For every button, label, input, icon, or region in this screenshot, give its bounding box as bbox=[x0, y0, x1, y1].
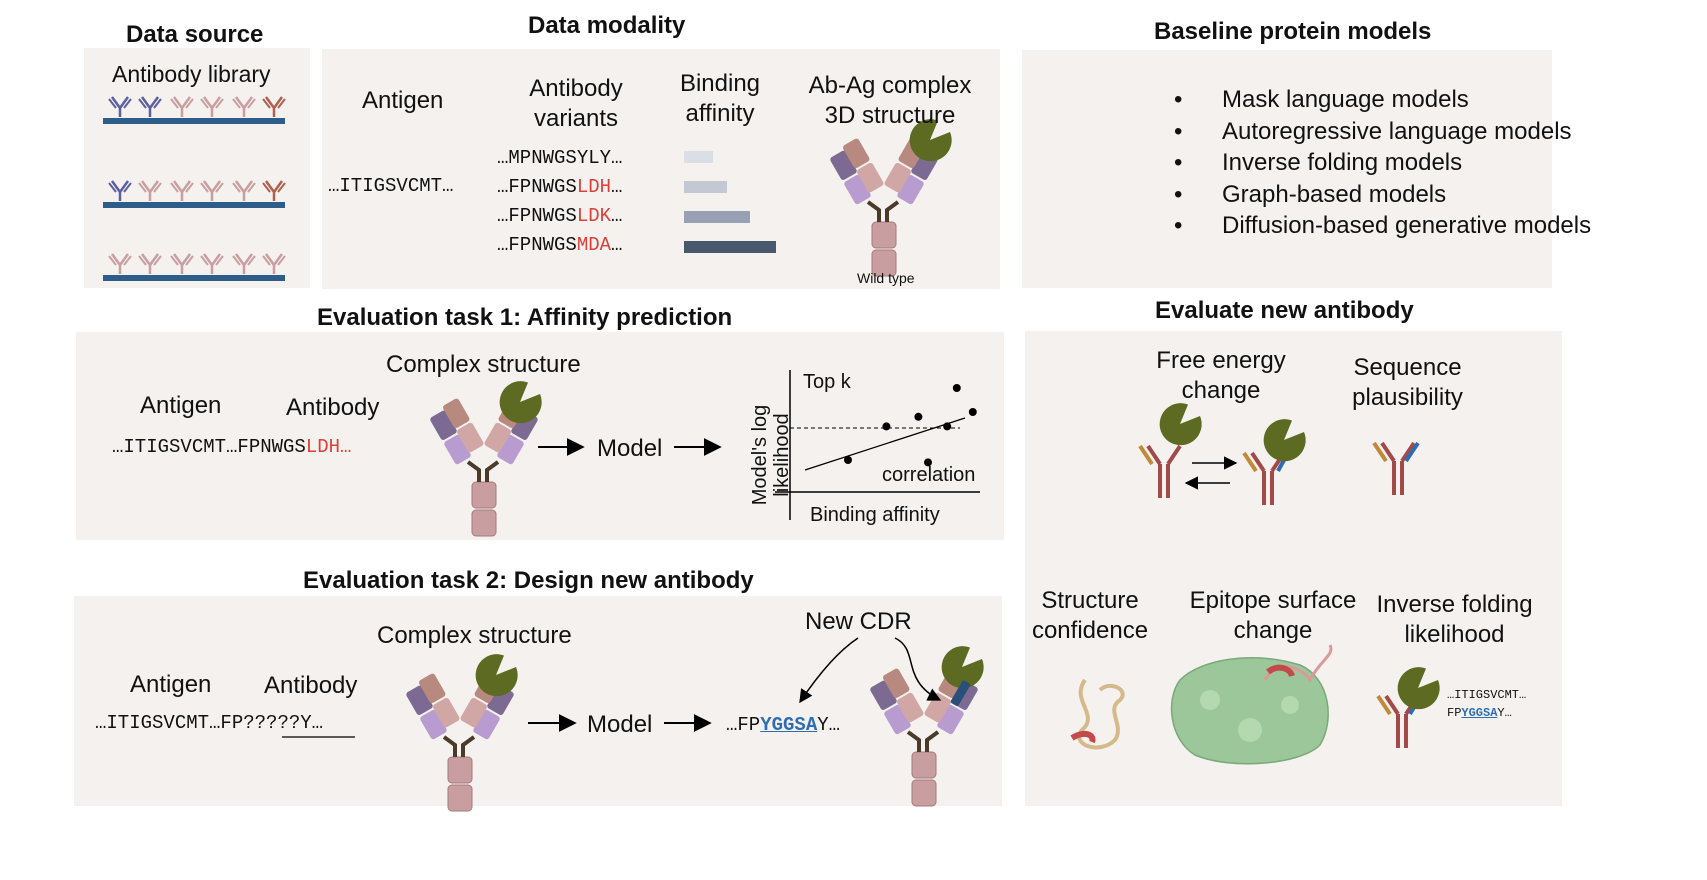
likelihood-scatter-plot bbox=[775, 370, 980, 520]
affinity-bar bbox=[684, 211, 750, 223]
data-modality-title: Data modality bbox=[528, 12, 686, 39]
scatter-point bbox=[924, 458, 932, 467]
antigen-header: Antigen bbox=[362, 87, 444, 114]
plot-correlation: correlation bbox=[882, 464, 976, 486]
task1-sequence: …ITIGSVCMT…FPNWGSLDH… bbox=[112, 436, 352, 458]
model-item: Inverse folding models bbox=[1170, 149, 1591, 181]
structure-confidence-label: Structure confidence bbox=[1031, 587, 1149, 644]
antibody-library-label: Antibody library bbox=[112, 61, 271, 87]
task2-model-label: Model bbox=[587, 711, 653, 738]
baseline-model-list: Mask language models Autoregressive lang… bbox=[1170, 86, 1591, 244]
data-source-panel bbox=[84, 48, 310, 288]
plausibility-label: Sequence plausibility bbox=[1352, 354, 1463, 411]
data-source-title: Data source bbox=[126, 21, 264, 48]
variant-2: …FPNWGSLDH… bbox=[497, 176, 623, 198]
task1-title: Evaluation task 1: Affinity prediction bbox=[317, 304, 733, 331]
task1-panel bbox=[76, 332, 1004, 540]
task1-complex-label: Complex structure bbox=[386, 351, 581, 378]
task2-antibody-label: Antibody bbox=[264, 672, 358, 699]
designed-sequence: …FPYGGSAY… bbox=[726, 714, 841, 736]
antigen-sequence: …ITIGSVCMT… bbox=[328, 175, 454, 197]
inverse-folding-illustration bbox=[1376, 667, 1440, 750]
plot-topk: Top k bbox=[803, 371, 851, 393]
task2-panel bbox=[74, 596, 1002, 806]
scatter-point bbox=[968, 408, 977, 416]
epitope-surface-illustration bbox=[1170, 644, 1333, 765]
scatter-point bbox=[844, 456, 852, 464]
task2-antigen-label: Antigen bbox=[130, 671, 212, 698]
baseline-title: Baseline protein models bbox=[1154, 18, 1432, 45]
epitope-label: Epitope surface change bbox=[1189, 587, 1357, 644]
scatter-point bbox=[943, 422, 952, 431]
antibody-library-illustration bbox=[103, 95, 287, 281]
variant-3: …FPNWGSLDK… bbox=[497, 205, 623, 227]
affinity-bar bbox=[684, 181, 727, 193]
evaluate-title: Evaluate new antibody bbox=[1155, 297, 1414, 324]
task1-antigen-label: Antigen bbox=[140, 392, 222, 419]
affinity-bar bbox=[684, 151, 713, 163]
model-item: Diffusion-based generative models bbox=[1170, 212, 1591, 244]
task1-complex bbox=[425, 381, 543, 538]
task2-sequence: …ITIGSVCMT…FP?????Y… bbox=[95, 712, 324, 734]
free-energy-illustration bbox=[1138, 403, 1306, 507]
data-modality-panel bbox=[322, 49, 1000, 289]
wild-type-label: Wild type bbox=[857, 270, 915, 286]
inverse-folding-seq-1: …ITIGSVCMT… bbox=[1447, 688, 1527, 702]
task1-model-label: Model bbox=[597, 435, 663, 462]
scatter-point bbox=[952, 384, 961, 392]
task1-antibody-label: Antibody bbox=[286, 394, 380, 421]
model-item: Graph-based models bbox=[1170, 181, 1591, 213]
structure-confidence-illustration bbox=[1070, 678, 1125, 750]
task2-complex bbox=[401, 654, 519, 813]
task2-new-complex bbox=[865, 646, 984, 808]
task2-complex-label: Complex structure bbox=[377, 622, 572, 649]
scatter-point bbox=[882, 422, 891, 431]
plot-xlabel: Binding affinity bbox=[810, 504, 940, 526]
inverse-folding-seq-2: FPYGGSAY… bbox=[1447, 706, 1512, 720]
affinity-header: Binding affinity bbox=[679, 70, 761, 127]
variant-4: …FPNWGSMDA… bbox=[497, 234, 623, 256]
new-cdr-label: New CDR bbox=[805, 608, 912, 635]
inverse-folding-label: Inverse folding likelihood bbox=[1376, 591, 1533, 648]
free-energy-label: Free energy change bbox=[1156, 347, 1286, 404]
model-item: Mask language models bbox=[1170, 86, 1591, 118]
affinity-bars bbox=[684, 151, 776, 253]
scatter-point bbox=[914, 412, 923, 421]
complex-header: Ab-Ag complex 3D structure bbox=[808, 72, 972, 129]
plot-ylabel: Model's log likelihood bbox=[749, 404, 793, 506]
wild-type-complex bbox=[825, 119, 952, 278]
variants-header: Antibody variants bbox=[529, 75, 623, 132]
variant-1: …MPNWGSYLY… bbox=[497, 147, 623, 169]
affinity-bar bbox=[684, 241, 776, 253]
task2-title: Evaluation task 2: Design new antibody bbox=[303, 567, 754, 594]
model-item: Autoregressive language models bbox=[1170, 118, 1591, 150]
sequence-plausibility-illustration bbox=[1372, 441, 1420, 497]
